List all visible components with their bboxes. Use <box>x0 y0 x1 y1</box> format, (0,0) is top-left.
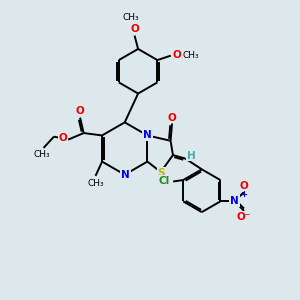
Text: O: O <box>240 181 248 191</box>
Text: Cl: Cl <box>158 176 169 186</box>
Text: O⁻: O⁻ <box>237 212 251 222</box>
Text: O: O <box>58 133 67 143</box>
Text: N: N <box>121 170 130 180</box>
Text: H: H <box>187 151 196 160</box>
Text: CH₃: CH₃ <box>87 179 104 188</box>
Text: CH₃: CH₃ <box>182 50 199 59</box>
Text: O: O <box>168 112 176 123</box>
Text: +: + <box>240 190 247 199</box>
Text: O: O <box>130 24 139 34</box>
Text: N: N <box>143 130 152 140</box>
Text: CH₃: CH₃ <box>122 13 139 22</box>
Text: CH₃: CH₃ <box>34 150 50 159</box>
Text: O: O <box>76 106 85 116</box>
Text: O: O <box>172 50 181 60</box>
Text: S: S <box>158 168 165 178</box>
Text: N: N <box>230 196 239 206</box>
